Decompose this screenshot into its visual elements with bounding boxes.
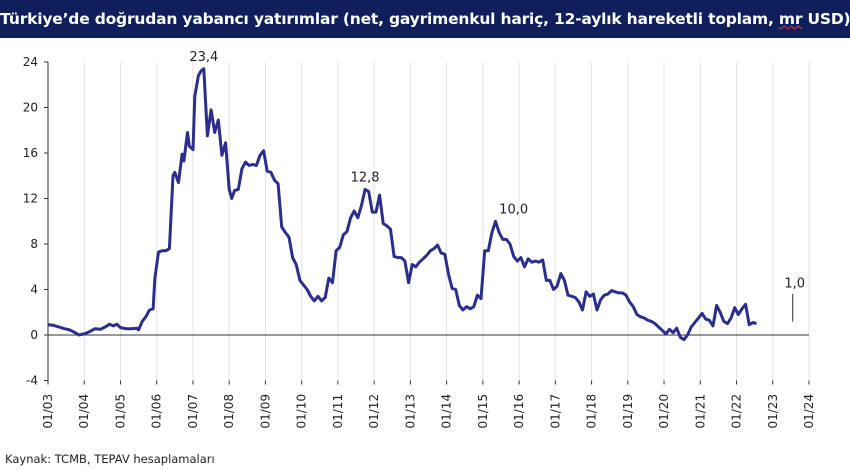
x-tick-label: 01/03 (41, 394, 55, 429)
data-labels: 23,4 12,8 10,0 1,0 (189, 50, 805, 322)
title-suffix: USD) (802, 10, 850, 28)
fdi-line (47, 67, 757, 342)
x-tick-label: 01/13 (403, 394, 417, 429)
x-tick-label: 01/08 (222, 394, 236, 429)
y-tick-label: 12 (23, 192, 38, 206)
data-label: 23,4 (189, 50, 218, 65)
x-tick-label: 01/14 (440, 394, 454, 429)
x-tick-label: 01/12 (367, 394, 381, 429)
x-tick-label: 01/21 (693, 394, 707, 429)
y-tick-label: 16 (23, 146, 38, 160)
y-tick-label: 0 (30, 328, 38, 342)
x-tick-label: 01/24 (802, 394, 816, 429)
y-tick-label: 24 (23, 55, 38, 69)
title-unit: mr (778, 10, 803, 28)
chart-title: Türkiye’de doğrudan yabancı yatırımlar (… (0, 0, 850, 38)
x-tick-label: 01/19 (621, 394, 635, 429)
source-note: Kaynak: TCMB, TEPAV hesaplamaları (5, 452, 215, 466)
data-series (47, 67, 757, 342)
data-label: 12,8 (351, 170, 380, 185)
y-tick-label: -4 (26, 374, 38, 388)
x-tick-label: 01/10 (295, 394, 309, 429)
data-label: 10,0 (499, 202, 528, 217)
x-tick-label: 01/17 (548, 394, 562, 429)
y-axis-ticks: -4 0 4 8 12 16 20 24 (23, 55, 48, 388)
title-prefix: Türkiye’de doğrudan yabancı yatırımlar (… (0, 10, 779, 28)
x-axis-ticks: 01/03 01/04 01/05 01/06 01/07 01/08 01/09 01/10… (41, 380, 816, 429)
x-tick-label: 01/22 (730, 394, 744, 429)
x-tick-label: 01/05 (113, 394, 127, 429)
x-tick-label: 01/18 (585, 394, 599, 429)
x-tick-label: 01/23 (766, 394, 780, 429)
y-tick-label: 8 (30, 237, 38, 251)
x-tick-label: 01/07 (186, 394, 200, 429)
data-label: 1,0 (784, 277, 805, 292)
x-tick-label: 01/04 (77, 394, 91, 429)
x-tick-label: 01/16 (512, 394, 526, 429)
y-tick-label: 4 (30, 283, 38, 297)
x-tick-label: 01/11 (331, 394, 345, 429)
x-tick-label: 01/09 (258, 394, 272, 429)
x-tick-label: 01/15 (476, 394, 490, 429)
x-tick-label: 01/20 (657, 394, 671, 429)
y-tick-label: 20 (23, 101, 38, 115)
x-tick-label: 01/06 (150, 394, 164, 429)
axes (47, 62, 809, 381)
